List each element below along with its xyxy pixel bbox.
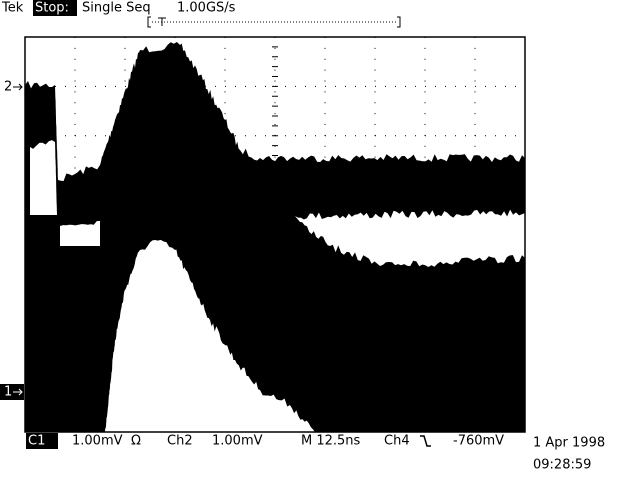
ch2-arrow xyxy=(13,83,23,91)
ch1-label-box xyxy=(26,433,58,449)
trace-gap xyxy=(60,221,100,246)
ch1-label: C1 xyxy=(28,434,45,449)
trace-gap xyxy=(105,239,315,432)
trigger-source: Ch4 xyxy=(384,434,410,449)
trigger-pos xyxy=(158,17,166,26)
ch2-scale: 1.00mV xyxy=(212,434,263,449)
ch1-arrow xyxy=(13,388,23,396)
ch2-marker: 2 xyxy=(4,80,12,95)
run-state: Stop: xyxy=(35,1,69,16)
sample-rate: 1.00GS/s xyxy=(177,1,236,16)
waveform xyxy=(25,42,525,432)
ch2-label: Ch2 xyxy=(167,434,193,449)
date: 1 Apr 1998 xyxy=(533,436,605,451)
timebase: M 12.5ns xyxy=(301,434,361,449)
ch1-marker: 1 xyxy=(4,385,12,400)
ch1-scale: 1.00mV xyxy=(72,434,123,449)
plot-frame xyxy=(24,36,526,433)
trigger-slope xyxy=(420,435,431,447)
brand: Tek xyxy=(1,1,24,16)
trigger-level: -760mV xyxy=(453,434,504,449)
state-box xyxy=(33,0,77,16)
ch1-coupling: Ω xyxy=(131,434,141,449)
time: 09:28:59 xyxy=(533,458,591,473)
ch1-marker-box xyxy=(0,384,24,400)
trace-gap xyxy=(295,209,525,267)
record-bracket xyxy=(147,16,401,28)
acq-mode: Single Seq xyxy=(82,1,151,16)
trace-gap xyxy=(30,140,57,215)
